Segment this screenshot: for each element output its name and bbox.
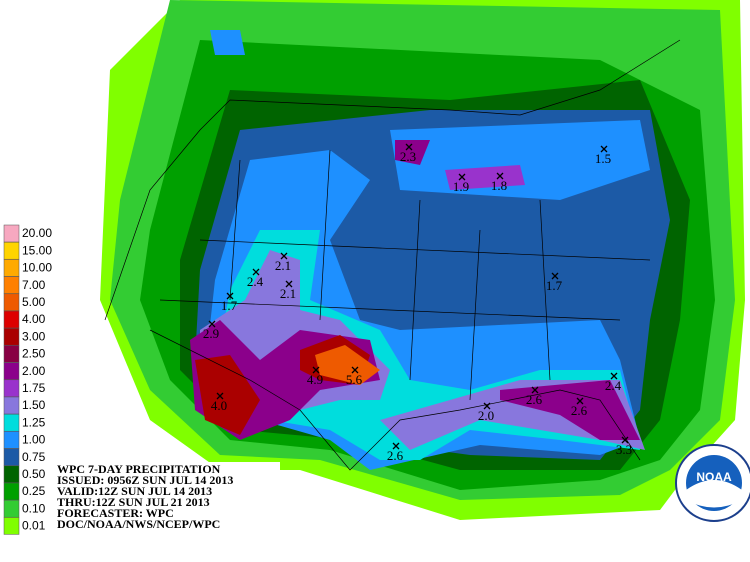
max-label: 5.6 — [346, 372, 363, 387]
legend-label: 20.00 — [22, 226, 52, 240]
max-label: 2.4 — [247, 274, 264, 289]
max-marker — [252, 268, 260, 276]
legend-label: 0.75 — [22, 450, 46, 464]
max-marker — [351, 366, 359, 374]
max-label: 2.6 — [571, 403, 588, 418]
max-marker — [600, 145, 608, 153]
legend-swatch — [3, 379, 20, 398]
max-label: 2.1 — [275, 258, 291, 273]
max-marker — [216, 392, 224, 400]
legend-label: 0.01 — [22, 519, 46, 533]
legend-swatch — [3, 327, 20, 346]
header-line: VALID:12Z SUN JUL 14 2013 — [57, 484, 212, 498]
legend-label: 5.00 — [22, 295, 46, 309]
header-box — [0, 462, 280, 562]
legend-swatch — [3, 482, 20, 501]
legend-swatch — [3, 431, 20, 449]
maxima: 2.31.9 1.81.52.12.42.11.72.94.04.9 5.61.72… — [203, 143, 632, 463]
legend-label: 0.10 — [22, 501, 46, 515]
header-line: ISSUED: 0956Z SUN JUL 14 2013 — [57, 473, 233, 487]
header-line: THRU:12Z SUN JUL 21 2013 — [57, 495, 210, 509]
max-marker — [483, 402, 491, 410]
legend-swatch — [3, 259, 20, 277]
max-marker — [312, 366, 320, 374]
header-line: FORECASTER: WPC — [57, 506, 174, 520]
legend-swatch — [3, 345, 20, 363]
max-label: 3.3 — [616, 442, 632, 457]
max-marker — [621, 436, 629, 444]
max-label: 1.9 — [453, 179, 469, 194]
max-marker — [285, 280, 293, 288]
legend-label: 2.50 — [22, 347, 46, 361]
max-label: 2.3 — [400, 149, 416, 164]
legend-swatch — [3, 396, 20, 415]
legend-swatch — [3, 224, 20, 243]
max-label: 2.1 — [280, 286, 296, 301]
legend-label: 1.25 — [22, 415, 46, 429]
legend-swatch — [3, 448, 20, 466]
max-label: 2.0 — [478, 408, 494, 423]
legend-label: 1.75 — [22, 381, 46, 395]
max-marker — [392, 442, 400, 450]
legend-swatch — [3, 293, 20, 312]
boundaries — [104, 39, 681, 471]
legend-label: 1.50 — [22, 398, 46, 412]
max-marker — [531, 386, 539, 394]
max-label: 2.6 — [387, 448, 404, 463]
max-label: 1.7 — [546, 278, 563, 293]
legend-label: 4.00 — [22, 312, 46, 326]
legend-label: 10.00 — [22, 261, 52, 275]
max-marker — [208, 320, 216, 328]
legend-swatch — [3, 310, 20, 329]
max-label: 2.6 — [526, 392, 543, 407]
logo: NOAA — [675, 444, 750, 522]
legend-label: 7.00 — [22, 278, 46, 292]
max-marker — [458, 173, 466, 181]
legend-swatch — [3, 413, 20, 432]
max-marker — [496, 172, 504, 180]
max-label: 4.9 — [307, 372, 323, 387]
max-label: 2.4 — [605, 378, 622, 393]
header-line: DOC/NOAA/NWS/NCEP/WPC — [57, 517, 220, 531]
max-label: 1.8 — [491, 178, 507, 193]
max-label: 1.5 — [595, 151, 611, 166]
max-marker — [405, 143, 413, 151]
legend-swatch — [3, 499, 20, 518]
max-marker — [610, 372, 618, 380]
max-label: 4.0 — [211, 398, 227, 413]
legend-label: 0.25 — [22, 484, 46, 498]
legend-label: 15.00 — [22, 243, 52, 257]
max-label: 2.9 — [203, 326, 219, 341]
max-marker — [280, 252, 288, 260]
legend-swatch — [3, 517, 20, 535]
header-line: WPC 7-DAY PRECIPITATION — [57, 462, 221, 476]
max-marker — [576, 397, 584, 405]
logo-text: NOAA — [696, 470, 732, 484]
legend-label: 1.00 — [22, 433, 46, 447]
legend-label: 3.00 — [22, 329, 46, 343]
legend-swatch — [3, 362, 20, 380]
max-label: 1.7 — [221, 298, 238, 313]
max-marker — [226, 292, 234, 300]
legend-swatch — [3, 276, 20, 294]
legend: 20.00 15.00 10.00 7.00 5.00 4.00 3.00 2.50 2.00 1… — [3, 224, 52, 535]
legend-label: 2.00 — [22, 364, 46, 378]
legend-swatch — [3, 465, 20, 484]
legend-label: 0.50 — [22, 467, 46, 481]
max-marker — [551, 272, 559, 280]
legend-swatch — [3, 241, 20, 260]
